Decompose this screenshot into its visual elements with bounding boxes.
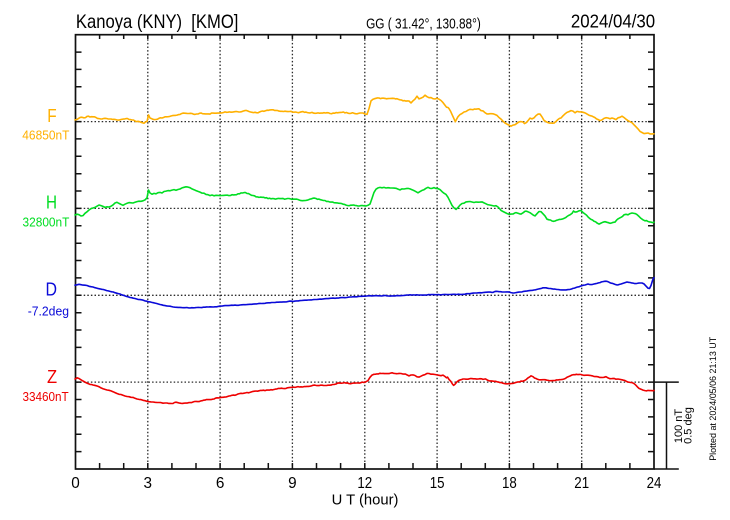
svg-text:33460nT: 33460nT xyxy=(23,390,69,404)
svg-text:H: H xyxy=(46,193,57,213)
svg-text:15: 15 xyxy=(430,475,445,492)
svg-text:3: 3 xyxy=(144,475,153,492)
svg-text:46850nT: 46850nT xyxy=(22,129,69,143)
svg-text:9: 9 xyxy=(288,475,297,492)
svg-text:D: D xyxy=(46,280,58,300)
svg-text:U T (hour): U T (hour) xyxy=(332,491,399,508)
svg-text:2024/04/30: 2024/04/30 xyxy=(571,11,655,32)
svg-text:12: 12 xyxy=(357,475,372,492)
svg-text:Kanoya (KNY) [KMO]: Kanoya (KNY) [KMO] xyxy=(76,11,239,33)
svg-text:6: 6 xyxy=(216,475,225,492)
svg-text:0: 0 xyxy=(71,475,80,492)
svg-text:F: F xyxy=(47,106,56,126)
svg-text:Plotted at 2024/05/06 21:13 UT: Plotted at 2024/05/06 21:13 UT xyxy=(708,336,718,460)
svg-text:0.5 deg: 0.5 deg xyxy=(682,407,694,444)
svg-text:GG ( 31.42°, 130.88°): GG ( 31.42°, 130.88°) xyxy=(366,17,481,33)
svg-text:24: 24 xyxy=(647,475,662,492)
svg-text:Z: Z xyxy=(47,367,57,387)
svg-text:100 nT: 100 nT xyxy=(673,409,685,444)
svg-text:-7.2deg: -7.2deg xyxy=(28,304,69,318)
svg-text:21: 21 xyxy=(574,475,589,492)
svg-text:32800nT: 32800nT xyxy=(23,215,70,229)
svg-text:18: 18 xyxy=(502,475,517,492)
